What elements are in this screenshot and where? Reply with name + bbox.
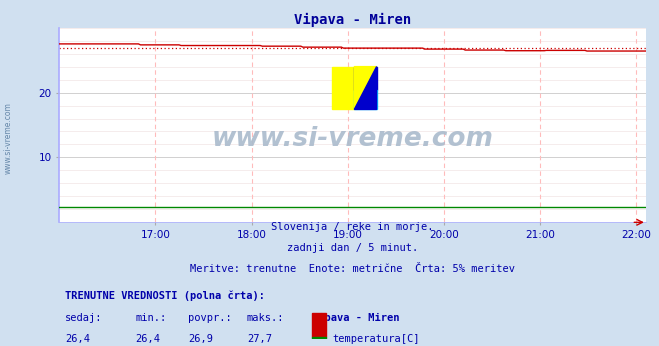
Bar — [312, 313, 326, 337]
Text: 26,4: 26,4 — [65, 334, 90, 344]
Text: zadnji dan / 5 minut.: zadnji dan / 5 minut. — [287, 243, 418, 253]
Text: sedaj:: sedaj: — [65, 313, 103, 324]
Text: povpr.:: povpr.: — [188, 313, 232, 324]
Polygon shape — [355, 67, 376, 109]
Text: Meritve: trenutne  Enote: metrične  Črta: 5% meritev: Meritve: trenutne Enote: metrične Črta: … — [190, 264, 515, 274]
Bar — [355, 90, 376, 109]
Text: min.:: min.: — [136, 313, 167, 324]
Text: Vipava - Miren: Vipava - Miren — [312, 313, 399, 324]
Text: 26,4: 26,4 — [136, 334, 161, 344]
Title: Vipava - Miren: Vipava - Miren — [294, 12, 411, 27]
Text: www.si-vreme.com: www.si-vreme.com — [212, 126, 494, 152]
Text: 26,9: 26,9 — [188, 334, 214, 344]
Bar — [312, 337, 326, 346]
Bar — [332, 67, 355, 109]
Bar — [355, 67, 376, 90]
Text: 27,7: 27,7 — [247, 334, 272, 344]
Text: TRENUTNE VREDNOSTI (polna črta):: TRENUTNE VREDNOSTI (polna črta): — [65, 290, 265, 301]
Text: temperatura[C]: temperatura[C] — [332, 334, 420, 344]
Polygon shape — [355, 67, 376, 109]
Text: Slovenija / reke in morje.: Slovenija / reke in morje. — [272, 222, 434, 232]
Text: maks.:: maks.: — [247, 313, 285, 324]
Text: www.si-vreme.com: www.si-vreme.com — [4, 102, 13, 174]
